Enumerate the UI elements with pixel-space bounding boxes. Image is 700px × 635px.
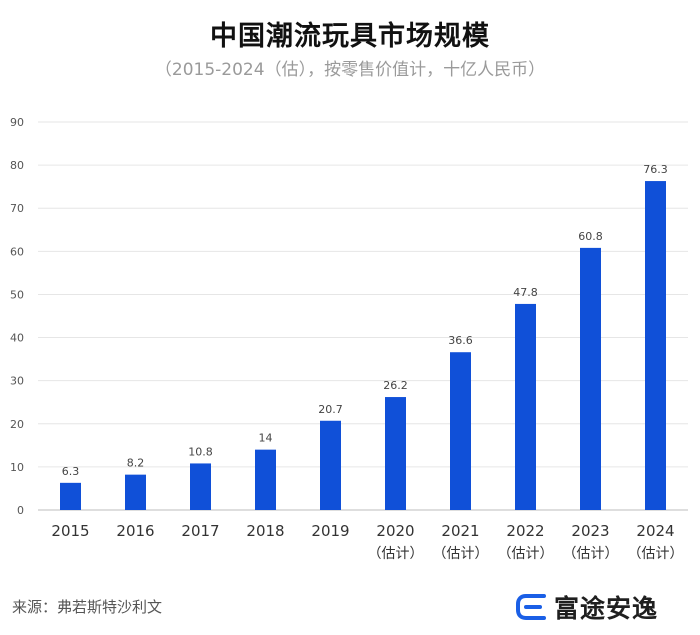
x-tick-note: （估计） <box>433 546 489 562</box>
y-tick-label: 10 <box>10 461 24 474</box>
x-tick-label: 2021 <box>441 522 479 540</box>
bar-chart: 0 10 20 30 40 50 60 70 80 90 6.3 2015 8.2 2016 10.8 201… <box>10 116 688 562</box>
data-label: 47.8 <box>513 286 538 299</box>
data-label: 6.3 <box>62 465 80 478</box>
y-tick-label: 0 <box>17 504 24 517</box>
x-tick-label: 2019 <box>311 522 349 540</box>
chart-title: 中国潮流玩具市场规模 <box>210 21 490 52</box>
y-tick-label: 20 <box>10 418 24 431</box>
x-tick-label: 2020 <box>376 522 414 540</box>
bar <box>255 449 276 510</box>
data-label: 76.3 <box>643 163 668 176</box>
data-label: 8.2 <box>127 457 145 470</box>
y-tick-label: 30 <box>10 375 24 388</box>
y-tick-label: 60 <box>10 245 24 258</box>
x-tick-note: （估计） <box>498 546 554 562</box>
bar <box>450 352 471 510</box>
x-tick-label: 2022 <box>506 522 544 540</box>
futu-logo-icon <box>516 594 546 620</box>
y-tick-label: 90 <box>10 116 24 129</box>
x-tick-note: （估计） <box>368 546 424 562</box>
bar <box>580 247 601 510</box>
y-tick-label: 80 <box>10 159 24 172</box>
data-label: 60.8 <box>578 230 603 243</box>
data-label: 26.2 <box>383 379 408 392</box>
bar <box>385 397 406 510</box>
x-tick-label: 2017 <box>181 522 219 540</box>
bar <box>190 463 211 510</box>
x-tick-note: （估计） <box>563 546 619 562</box>
x-tick-label: 2015 <box>51 522 89 540</box>
source-note: 来源：弗若斯特沙利文 <box>12 598 163 616</box>
x-tick-label: 2023 <box>571 522 609 540</box>
x-tick-label: 2024 <box>636 522 674 540</box>
brand: 富途安逸 <box>514 590 658 624</box>
bar <box>320 420 341 510</box>
y-tick-label: 50 <box>10 288 24 301</box>
chart-subtitle: （2015-2024（估），按零售价值计，十亿人民币） <box>154 60 546 80</box>
bar <box>515 303 536 510</box>
data-label: 10.8 <box>188 445 213 458</box>
brand-name: 富途安逸 <box>554 594 659 623</box>
data-label: 20.7 <box>318 403 343 416</box>
y-tick-label: 70 <box>10 202 24 215</box>
x-tick-label: 2018 <box>246 522 284 540</box>
y-tick-label: 40 <box>10 332 24 345</box>
data-label: 36.6 <box>448 334 473 347</box>
bar <box>645 181 666 510</box>
x-tick-label: 2016 <box>116 522 154 540</box>
bar <box>60 482 81 510</box>
data-label: 14 <box>259 432 273 445</box>
x-tick-note: （估计） <box>628 546 684 562</box>
bar <box>125 474 146 510</box>
